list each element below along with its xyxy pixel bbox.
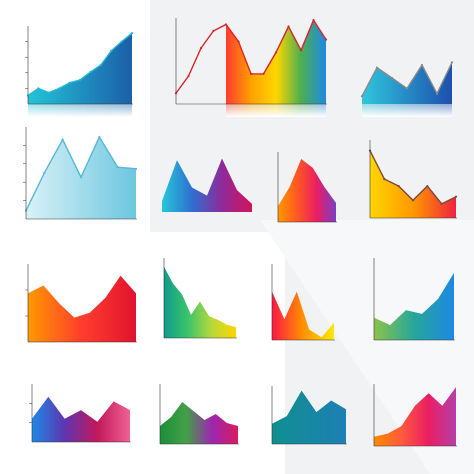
chart-2-point: [312, 19, 315, 22]
chart-2-reflection-fade: [226, 104, 326, 117]
chart-3-point: [420, 63, 424, 67]
chart-2-point: [224, 23, 228, 26]
chart-1-point: [47, 91, 50, 94]
chart-11-area: [374, 272, 454, 340]
chart-9-plot: [163, 258, 237, 339]
chart-6-area: [278, 159, 336, 222]
chart-7-point: [397, 184, 400, 188]
chart-15-area: [374, 387, 456, 446]
chart-7-point: [426, 184, 429, 188]
chart-3-point: [435, 92, 439, 95]
chart-2-point: [287, 25, 290, 28]
chart-3-plot: [360, 61, 454, 117]
chart-2-area: [226, 20, 326, 104]
chart-11: [364, 256, 456, 356]
chart-4-point: [98, 135, 101, 139]
chart-6-plot: [277, 152, 337, 223]
chart-15: [364, 382, 458, 462]
chart-4: [16, 125, 138, 235]
chart-13: [150, 382, 240, 460]
chart-15-plot: [373, 384, 457, 447]
chart-7-point: [383, 177, 386, 181]
chart-3: [360, 50, 454, 120]
chart-14-area: [272, 390, 346, 444]
chart-11-plot: [373, 258, 455, 341]
chart-1-area: [28, 33, 132, 104]
chart-7-point: [440, 202, 443, 205]
chart-2-point: [187, 74, 190, 78]
chart-10-plot: [271, 264, 335, 341]
chart-4-plot: [23, 127, 138, 220]
chart-2-plot: [174, 18, 328, 117]
chart-7-point: [411, 199, 415, 202]
chart-13-area: [160, 402, 238, 444]
chart-1-point: [58, 87, 61, 90]
chart-2-point: [237, 40, 240, 43]
chart-7-area: [370, 150, 456, 218]
chart-1-point: [120, 40, 123, 43]
chart-1-point: [37, 87, 40, 90]
chart-14-plot: [271, 386, 347, 445]
chart-14: [262, 384, 348, 460]
chart-1-point: [110, 49, 113, 52]
chart-4-point: [43, 171, 46, 175]
chart-3-point: [450, 61, 454, 64]
chart-12-plot: [29, 384, 131, 443]
chart-13-plot: [159, 384, 239, 445]
chart-3-reflection-fade: [362, 104, 452, 117]
chart-10: [262, 262, 336, 356]
chart-2-point: [262, 72, 265, 75]
chart-2-point: [199, 47, 203, 50]
chart-1-point: [68, 81, 71, 84]
chart-12: [22, 382, 132, 458]
chart-9-area: [164, 266, 236, 338]
chart-7: [360, 138, 458, 234]
chart-3-point: [405, 87, 409, 90]
chart-12-area: [32, 396, 130, 442]
chart-2-point: [249, 72, 253, 75]
chart-4-point: [61, 138, 64, 141]
chart-2-point: [324, 38, 328, 41]
chart-1-point: [89, 70, 92, 74]
chart-1-reflection-fade: [28, 104, 132, 117]
chart-2-point: [299, 49, 303, 52]
chart-2-point: [274, 51, 278, 54]
chart-1-point: [130, 31, 134, 35]
chart-7-plot: [368, 140, 458, 219]
chart-1-point: [78, 78, 82, 81]
chart-10-area: [272, 291, 334, 340]
chart-3-area: [362, 62, 452, 104]
chart-1-plot: [25, 26, 134, 117]
chart-4-point: [134, 167, 138, 170]
chart-5-area: [162, 158, 252, 212]
chart-3-point: [390, 76, 394, 80]
chart-8-area: [28, 275, 136, 342]
chart-5: [160, 150, 254, 228]
chart-1-point: [99, 63, 102, 67]
chart-8-plot: [25, 264, 137, 343]
chart-3-point: [360, 95, 364, 98]
chart-4-point: [79, 176, 83, 179]
chart-6: [268, 150, 338, 238]
chart-3-point: [375, 66, 379, 69]
chart-4-point: [116, 166, 119, 169]
chart-9: [154, 256, 238, 354]
chart-1: [18, 24, 134, 120]
chart-2: [166, 16, 328, 120]
chart-7-point: [454, 195, 458, 198]
chart-2-point: [212, 29, 215, 32]
chart-5-plot: [162, 158, 252, 212]
chart-8: [18, 262, 138, 358]
